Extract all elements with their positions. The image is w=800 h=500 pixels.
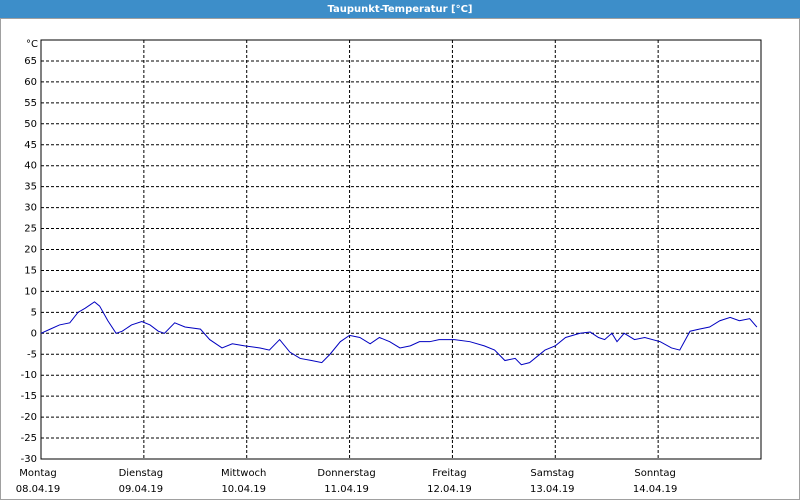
x-tick-label: Donnerstag bbox=[317, 468, 375, 479]
y-tick-label: -25 bbox=[21, 433, 37, 444]
title-bar bbox=[0, 0, 800, 18]
y-tick-label: 55 bbox=[24, 98, 37, 109]
x-tick-label: Sonntag bbox=[634, 468, 676, 479]
y-tick-label: 45 bbox=[24, 140, 37, 151]
data-line bbox=[40, 301, 758, 366]
y-tick-label: 0 bbox=[31, 328, 37, 339]
y-tick-label: -15 bbox=[21, 391, 37, 402]
x-tick-label: Samstag bbox=[530, 468, 574, 479]
unit-label: °C bbox=[26, 39, 38, 50]
y-tick-label: -10 bbox=[21, 370, 37, 381]
plot-frame bbox=[40, 39, 762, 460]
x-tick-date: 13.04.19 bbox=[530, 484, 575, 495]
x-tick-date: 10.04.19 bbox=[221, 484, 266, 495]
window-border bbox=[0, 18, 800, 500]
x-tick-date: 12.04.19 bbox=[427, 484, 472, 495]
y-tick-label: 5 bbox=[31, 307, 37, 318]
x-tick-label: Freitag bbox=[432, 468, 466, 479]
y-tick-label: -30 bbox=[21, 454, 37, 465]
y-tick-label: 30 bbox=[24, 203, 37, 214]
y-tick-label: 35 bbox=[24, 182, 37, 193]
x-tick-label: Mittwoch bbox=[221, 468, 266, 479]
y-tick-label: 20 bbox=[24, 245, 37, 256]
y-tick-label: 25 bbox=[24, 224, 37, 235]
chart-title: Taupunkt-Temperatur [°C] bbox=[327, 4, 472, 15]
x-tick-label: Montag bbox=[19, 468, 56, 479]
y-tick-label: 65 bbox=[24, 56, 37, 67]
y-tick-label: 40 bbox=[24, 161, 37, 172]
y-tick-label: 50 bbox=[24, 119, 37, 130]
x-tick-date: 14.04.19 bbox=[633, 484, 678, 495]
x-tick-label: Dienstag bbox=[119, 468, 164, 479]
y-tick-label: 60 bbox=[24, 77, 37, 88]
x-tick-date: 11.04.19 bbox=[324, 484, 369, 495]
x-tick-date: 08.04.19 bbox=[16, 484, 61, 495]
x-tick-date: 09.04.19 bbox=[119, 484, 164, 495]
y-tick-label: -5 bbox=[27, 349, 37, 360]
y-tick-label: 15 bbox=[24, 265, 37, 276]
y-tick-label: -20 bbox=[21, 412, 37, 423]
y-tick-label: 10 bbox=[24, 286, 37, 297]
